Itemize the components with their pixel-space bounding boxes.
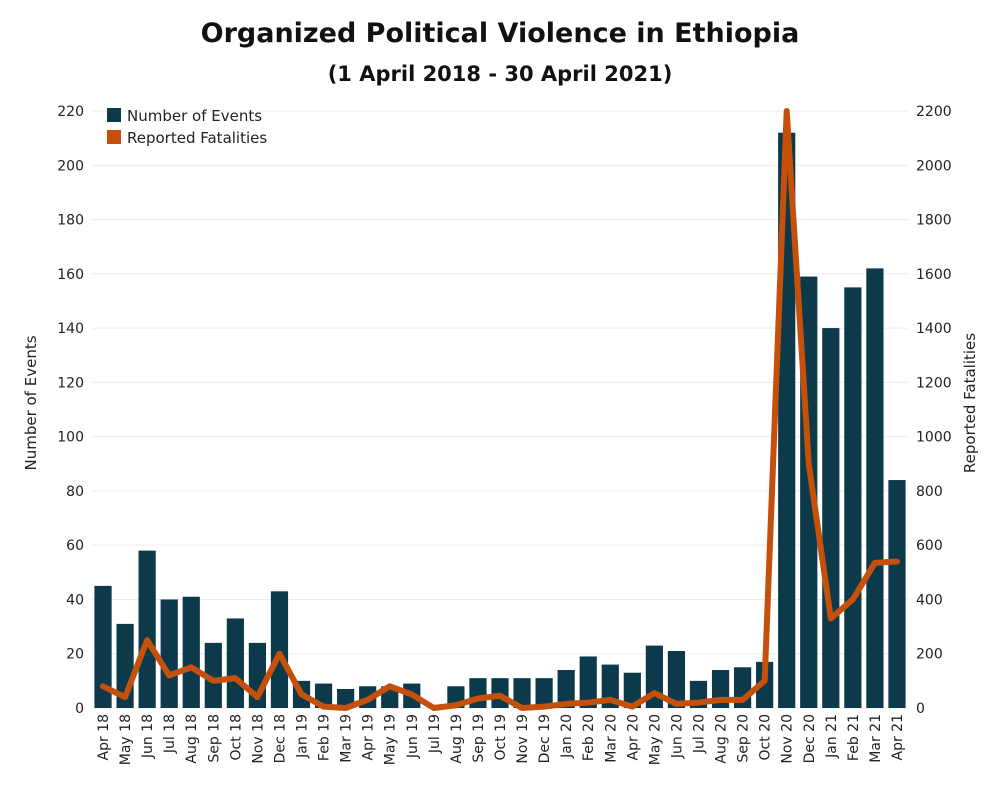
bar bbox=[160, 599, 178, 708]
bar bbox=[94, 585, 112, 708]
y-tick-label: 20 bbox=[66, 647, 84, 663]
bar bbox=[844, 287, 862, 708]
x-tick-label: Apr 19 bbox=[361, 714, 377, 760]
y-tick-label: 80 bbox=[66, 484, 84, 500]
x-tick-label: Oct 18 bbox=[228, 714, 244, 760]
legend-label-events: Number of Events bbox=[127, 107, 262, 125]
bar bbox=[557, 670, 575, 708]
chart-subtitle: (1 April 2018 - 30 April 2021) bbox=[327, 62, 673, 86]
x-tick-label: Jun 18 bbox=[140, 714, 156, 759]
bar bbox=[579, 656, 597, 708]
bar bbox=[204, 642, 222, 708]
y-tick-label: 160 bbox=[57, 267, 84, 283]
x-tick-label: Feb 19 bbox=[317, 714, 333, 761]
x-tick-label: Apr 20 bbox=[625, 714, 641, 760]
x-tick-label: Jul 19 bbox=[427, 714, 443, 754]
bar bbox=[601, 664, 619, 708]
x-tick-label: Feb 21 bbox=[846, 714, 862, 761]
bar bbox=[513, 678, 531, 708]
x-tick-label: Oct 19 bbox=[493, 714, 509, 760]
x-tick-label: Jun 20 bbox=[669, 714, 685, 759]
fatalities-line bbox=[100, 108, 900, 711]
y2-axis-title: Reported Fatalities bbox=[961, 333, 979, 473]
bar bbox=[623, 672, 641, 708]
y-tick-label: 40 bbox=[66, 592, 84, 608]
bar bbox=[226, 618, 244, 708]
x-tick-label: Nov 18 bbox=[250, 714, 266, 764]
y-axis-title: Number of Events bbox=[22, 335, 40, 470]
x-tick-label: Apr 18 bbox=[96, 714, 112, 760]
x-tick-label: May 20 bbox=[647, 714, 663, 765]
x-tick-label: Aug 20 bbox=[714, 714, 730, 764]
x-tick-label: Jan 19 bbox=[295, 714, 311, 759]
bar bbox=[756, 661, 774, 708]
y2-tick-label: 2200 bbox=[916, 104, 952, 120]
y-tick-label: 0 bbox=[75, 701, 84, 717]
x-tick-label: Mar 20 bbox=[603, 714, 619, 763]
legend-label-fatalities: Reported Fatalities bbox=[127, 129, 267, 147]
x-tick-label: Aug 18 bbox=[184, 714, 200, 764]
y2-tick-label: 1000 bbox=[916, 430, 952, 446]
y-tick-label: 100 bbox=[57, 430, 84, 446]
x-tick-label: Dec 20 bbox=[802, 714, 818, 763]
x-tick-label: Jul 18 bbox=[162, 714, 178, 754]
bar bbox=[469, 678, 487, 708]
bar bbox=[182, 596, 200, 708]
x-tick-label: Dec 19 bbox=[537, 714, 553, 763]
y2-tick-label: 1800 bbox=[916, 213, 952, 229]
x-tick-label: Nov 20 bbox=[780, 714, 796, 764]
y-tick-label: 180 bbox=[57, 213, 84, 229]
bar bbox=[270, 591, 289, 708]
x-tick-label: Jul 20 bbox=[691, 714, 707, 754]
y-tick-label: 120 bbox=[57, 375, 84, 391]
left-axis-ticks: 0 20 40 60 80 100 120 140 160 180 200 220 bbox=[57, 104, 84, 717]
x-tick-label: Sep 19 bbox=[471, 714, 487, 763]
bar bbox=[138, 550, 156, 708]
legend-swatch-events bbox=[107, 108, 121, 122]
x-tick-label: Nov 19 bbox=[515, 714, 531, 764]
bar bbox=[888, 480, 906, 708]
x-tick-label: Mar 19 bbox=[339, 714, 355, 763]
x-tick-label: Feb 20 bbox=[581, 714, 597, 761]
bar bbox=[535, 678, 553, 708]
y2-tick-label: 600 bbox=[916, 538, 943, 554]
x-tick-label: May 19 bbox=[383, 714, 399, 765]
y2-tick-label: 200 bbox=[916, 647, 943, 663]
y-tick-label: 220 bbox=[57, 104, 84, 120]
x-tick-label: Sep 18 bbox=[206, 714, 222, 763]
y2-tick-label: 800 bbox=[916, 484, 943, 500]
y2-tick-label: 1200 bbox=[916, 375, 952, 391]
x-tick-label: Apr 21 bbox=[890, 714, 906, 760]
x-tick-label: Aug 19 bbox=[449, 714, 465, 764]
x-tick-label: Mar 21 bbox=[868, 714, 884, 763]
x-axis-ticks: Apr 18 May 18 Jun 18 Jul 18 Aug 18 Sep 18 Oct … bbox=[96, 714, 906, 765]
y2-tick-label: 400 bbox=[916, 592, 943, 608]
x-tick-label: Sep 20 bbox=[736, 714, 752, 763]
x-tick-label: Jan 20 bbox=[559, 714, 575, 759]
x-tick-label: May 18 bbox=[118, 714, 134, 765]
y-tick-label: 140 bbox=[57, 321, 84, 337]
y-tick-label: 200 bbox=[57, 158, 84, 174]
y2-tick-label: 1600 bbox=[916, 267, 952, 283]
chart-title: Organized Political Violence in Ethiopia bbox=[200, 18, 800, 49]
bar bbox=[822, 328, 840, 708]
y2-tick-label: 1400 bbox=[916, 321, 952, 337]
x-tick-label: Jan 21 bbox=[824, 714, 840, 759]
x-tick-label: Jun 19 bbox=[405, 714, 421, 759]
x-tick-label: Dec 18 bbox=[272, 714, 288, 763]
y-tick-label: 60 bbox=[66, 538, 84, 554]
bar bbox=[667, 651, 686, 708]
x-tick-label: Oct 20 bbox=[758, 714, 774, 760]
right-axis-ticks: 0 200 400 600 800 1000 1200 1400 1600 1800 2000 220… bbox=[916, 104, 952, 717]
y2-tick-label: 2000 bbox=[916, 158, 952, 174]
legend-swatch-fatalities bbox=[107, 130, 121, 144]
bar bbox=[866, 268, 884, 708]
line-series bbox=[100, 108, 900, 711]
legend: Number of Events Reported Fatalities bbox=[107, 107, 267, 147]
y2-tick-label: 0 bbox=[916, 701, 925, 717]
